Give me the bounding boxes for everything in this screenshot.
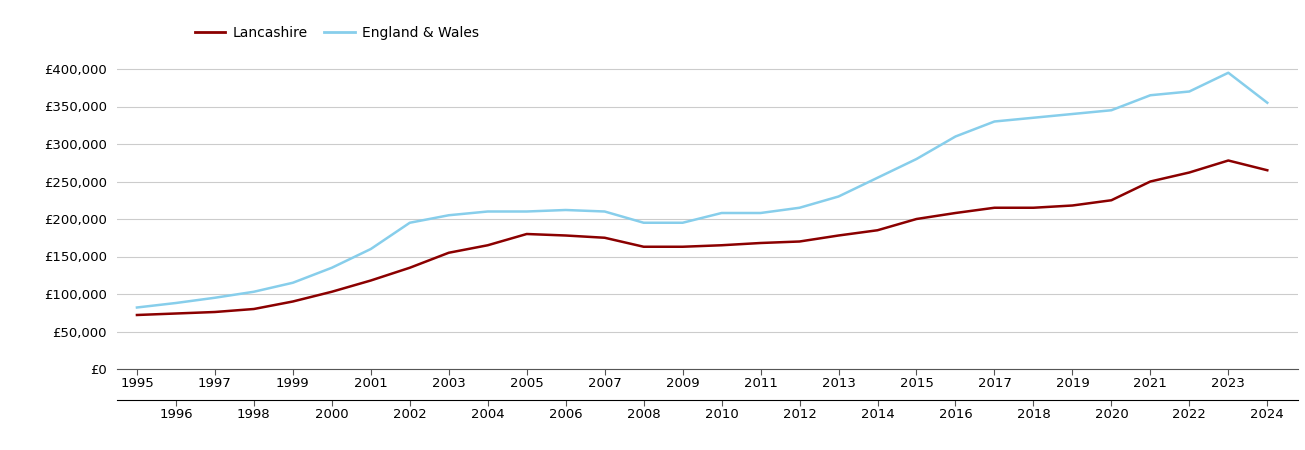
Legend: Lancashire, England & Wales: Lancashire, England & Wales (189, 20, 484, 45)
